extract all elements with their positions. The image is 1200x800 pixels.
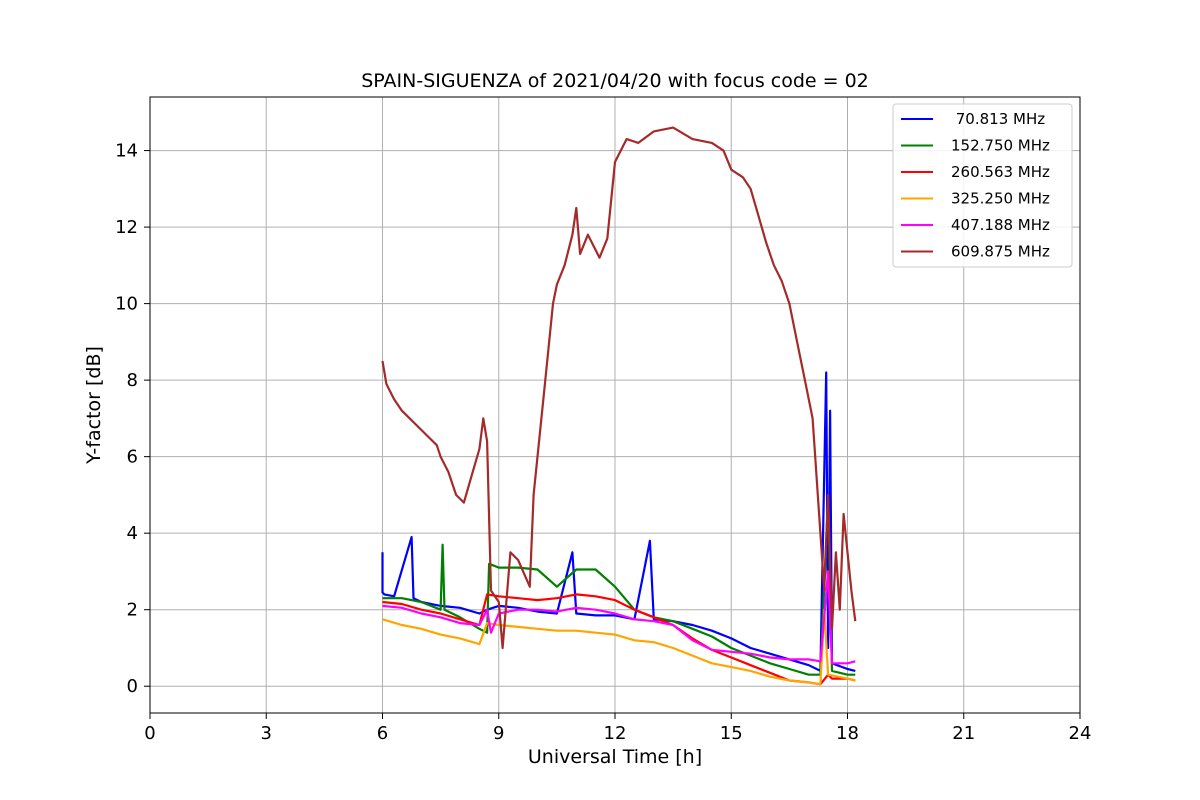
y-tick-label: 8	[127, 370, 138, 391]
series-line-3	[382, 608, 856, 686]
legend-entry-label: 407.188 MHz	[951, 216, 1050, 234]
y-tick-label: 2	[127, 600, 138, 621]
chart-title: SPAIN-SIGUENZA of 2021/04/20 with focus …	[361, 70, 869, 92]
x-tick-label: 21	[952, 723, 975, 744]
x-tick-label: 6	[377, 723, 388, 744]
series-line-4	[382, 570, 856, 665]
x-tick-label: 18	[836, 723, 859, 744]
legend-entry-label: 152.750 MHz	[951, 137, 1050, 155]
y-tick-label: 12	[115, 217, 138, 238]
series-line-1	[382, 493, 856, 676]
x-tick-label: 12	[604, 723, 627, 744]
y-tick-label: 6	[127, 447, 138, 468]
legend-entry-label: 325.250 MHz	[951, 190, 1050, 208]
y-tick-label: 10	[115, 294, 138, 315]
legend-entry-label: 609.875 MHz	[951, 243, 1050, 261]
legend-entry-label: 70.813 MHz	[951, 110, 1045, 128]
legend-entry-label: 260.563 MHz	[951, 163, 1050, 181]
y-tick-label: 0	[127, 676, 138, 697]
x-tick-label: 15	[720, 723, 743, 744]
y-tick-label: 14	[115, 141, 138, 162]
x-tick-label: 24	[1069, 723, 1092, 744]
x-tick-label: 3	[261, 723, 272, 744]
x-tick-label: 0	[144, 723, 155, 744]
series-lines	[381, 126, 857, 686]
legend: 70.813 MHz 152.750 MHz 260.563 MHz 325.250 …	[892, 103, 1073, 268]
x-tick-label: 9	[493, 723, 504, 744]
y-axis-label: Y-factor [dB]	[83, 346, 105, 465]
legend-box	[892, 103, 1073, 268]
series-line-5	[381, 126, 857, 650]
y-tick-label: 4	[127, 523, 138, 544]
x-axis-label: Universal Time [h]	[528, 746, 702, 768]
